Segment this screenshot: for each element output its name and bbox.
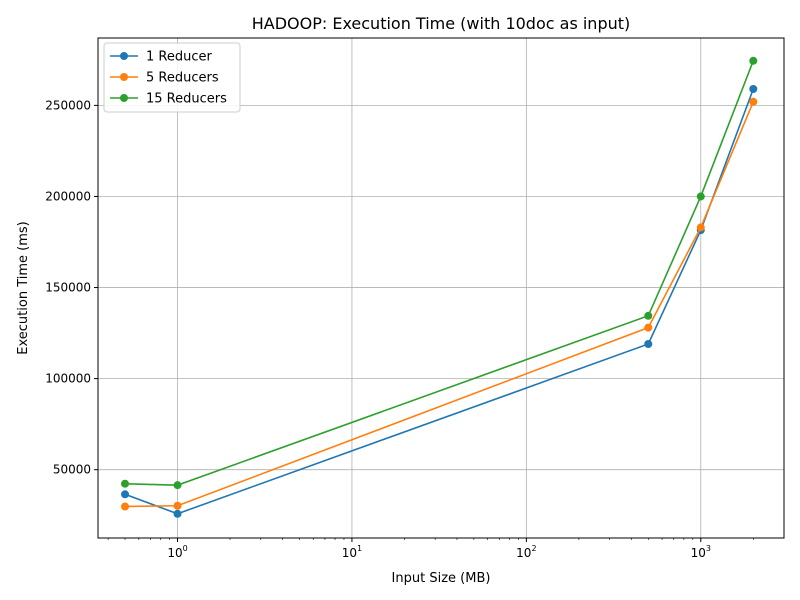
- data-point: [696, 223, 705, 232]
- series-line: [125, 101, 755, 508]
- data-point: [749, 97, 758, 106]
- series-1: [121, 85, 758, 518]
- series-line: [124, 88, 755, 515]
- x-axis-label: Input Size (MB): [392, 571, 491, 586]
- data-point: [749, 85, 758, 94]
- legend-label: 5 Reducers: [146, 71, 219, 86]
- y-tick-label: 100000: [45, 372, 91, 386]
- legend-label: 1 Reducer: [146, 50, 212, 65]
- series-layer: [121, 56, 758, 518]
- legend-entry: 15 Reducers: [110, 92, 227, 107]
- legend-label: 15 Reducers: [146, 92, 227, 107]
- data-point: [644, 323, 653, 332]
- data-point: [644, 340, 653, 349]
- data-point: [173, 509, 182, 518]
- y-tick-label: 200000: [45, 189, 91, 203]
- legend-marker: [120, 94, 128, 102]
- legend-entry: 5 Reducers: [110, 71, 219, 86]
- y-tick-label: 250000: [45, 98, 91, 112]
- x-tick-label: 103: [691, 544, 711, 560]
- legend-marker: [120, 52, 128, 60]
- data-point: [121, 502, 130, 511]
- x-tick-label: 100: [167, 544, 187, 560]
- legend-entry: 1 Reducer: [110, 50, 212, 65]
- legend-marker: [120, 73, 128, 81]
- data-point: [121, 490, 130, 499]
- x-tick-label: 101: [342, 544, 362, 560]
- legend: 1 Reducer 5 Reducers 15 Reducers: [103, 42, 241, 113]
- y-tick-label: 50000: [53, 463, 91, 477]
- chart-title: HADOOP: Execution Time (with 10doc as in…: [252, 14, 631, 33]
- x-tick-label: 102: [516, 544, 536, 560]
- data-point: [173, 501, 182, 510]
- x-axis-ticks: 100 101 102 103: [107, 538, 754, 560]
- data-point: [749, 56, 758, 65]
- y-tick-label: 150000: [45, 281, 91, 295]
- y-axis-ticks: 50000 100000 150000 200000 250000: [45, 98, 98, 477]
- grid: [98, 38, 784, 538]
- data-point: [173, 481, 182, 490]
- series-2: [121, 97, 758, 511]
- data-point: [696, 192, 705, 201]
- plot-frame: [97, 37, 785, 539]
- data-point: [121, 479, 130, 488]
- series-3: [121, 56, 758, 490]
- y-axis-label: Execution Time (ms): [16, 221, 31, 354]
- data-point: [644, 311, 653, 320]
- legend-frame: [103, 42, 241, 113]
- series-line: [124, 60, 755, 486]
